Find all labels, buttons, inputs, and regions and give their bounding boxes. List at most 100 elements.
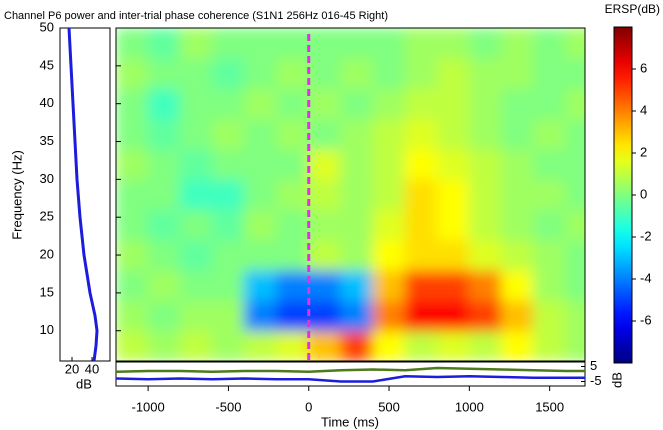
x-tick-label: 500 bbox=[378, 399, 400, 414]
heatmap-cell bbox=[340, 148, 374, 180]
heatmap-cell bbox=[436, 88, 470, 120]
heatmap-cell bbox=[436, 299, 470, 332]
timecourse-y-label: dB bbox=[609, 372, 624, 388]
heatmap-cell bbox=[500, 88, 535, 120]
heatmap-cell bbox=[468, 57, 502, 90]
heatmap-cell bbox=[276, 269, 310, 301]
heatmap-cell bbox=[565, 88, 585, 120]
heatmap-cell bbox=[179, 269, 213, 301]
heatmap-cell bbox=[404, 118, 438, 150]
heatmap-cell bbox=[179, 148, 213, 180]
heatmap-cell bbox=[340, 299, 374, 332]
heatmap-cell bbox=[533, 299, 567, 332]
heatmap-cell bbox=[276, 57, 310, 90]
heatmap-cell bbox=[436, 269, 470, 301]
heatmap-cell bbox=[468, 88, 502, 120]
heatmap-cell bbox=[533, 209, 567, 241]
heatmap-cell bbox=[211, 57, 245, 90]
heatmap-cell bbox=[308, 28, 342, 59]
heatmap-cell bbox=[565, 148, 585, 180]
heatmap-cell bbox=[116, 148, 149, 180]
heatmap-cell bbox=[147, 88, 181, 120]
heatmap-cell bbox=[243, 57, 278, 90]
heatmap bbox=[116, 28, 585, 361]
heatmap-cell bbox=[211, 209, 245, 241]
heatmap-cell bbox=[404, 239, 438, 271]
heatmap-cell bbox=[500, 239, 535, 271]
heatmap-cell bbox=[211, 269, 245, 301]
heatmap-cell bbox=[179, 88, 213, 120]
heatmap-cell bbox=[147, 118, 181, 150]
heatmap-cell bbox=[211, 330, 245, 361]
heatmap-cell bbox=[436, 148, 470, 180]
heatmap-cell bbox=[340, 209, 374, 241]
heatmap-cell bbox=[211, 28, 245, 59]
y-tick-label: 25 bbox=[40, 209, 54, 224]
heatmap-cell bbox=[243, 148, 278, 180]
heatmap-cell bbox=[500, 57, 535, 90]
y-tick-label: 15 bbox=[40, 284, 54, 299]
x-tick-label: 0 bbox=[305, 399, 312, 414]
baseline-x-tick-label: 20 bbox=[65, 361, 79, 376]
heatmap-cell bbox=[276, 88, 310, 120]
heatmap-cell bbox=[211, 239, 245, 271]
heatmap-cell bbox=[533, 178, 567, 211]
heatmap-cell bbox=[116, 28, 149, 59]
heatmap-cell bbox=[500, 148, 535, 180]
heatmap-cell bbox=[243, 118, 278, 150]
heatmap-cell bbox=[340, 118, 374, 150]
heatmap-cell bbox=[276, 28, 310, 59]
heatmap-cell bbox=[404, 88, 438, 120]
y-tick-label: 45 bbox=[40, 57, 54, 72]
heatmap-cell bbox=[404, 269, 438, 301]
heatmap-cell bbox=[500, 28, 535, 59]
heatmap-cell bbox=[243, 330, 278, 361]
colorbar-tick-label: -6 bbox=[640, 312, 652, 327]
heatmap-cell bbox=[468, 148, 502, 180]
heatmap-cell bbox=[436, 28, 470, 59]
heatmap-cell bbox=[243, 178, 278, 211]
heatmap-cell bbox=[147, 178, 181, 211]
heatmap-cell bbox=[468, 28, 502, 59]
x-axis-label: Time (ms) bbox=[321, 414, 379, 429]
colorbar-tick-label: 4 bbox=[640, 102, 647, 117]
heatmap-cell bbox=[116, 209, 149, 241]
y-tick-label: 10 bbox=[40, 322, 54, 337]
heatmap-cell bbox=[116, 57, 149, 90]
heatmap-cell bbox=[468, 209, 502, 241]
heatmap-cell bbox=[372, 299, 406, 332]
heatmap-cell bbox=[565, 269, 585, 301]
heatmap-cell bbox=[500, 299, 535, 332]
heatmap-cell bbox=[276, 330, 310, 361]
heatmap-cell bbox=[436, 330, 470, 361]
heatmap-cell bbox=[308, 299, 342, 332]
heatmap-cell bbox=[116, 118, 149, 150]
heatmap-cell bbox=[147, 269, 181, 301]
heatmap-cell bbox=[404, 178, 438, 211]
timecourse-line bbox=[115, 366, 585, 374]
heatmap-cell bbox=[179, 209, 213, 241]
heatmap-cell bbox=[565, 209, 585, 241]
heatmap-cell bbox=[211, 118, 245, 150]
heatmap-cell bbox=[147, 28, 181, 59]
colorbar-tick-label: 6 bbox=[640, 60, 647, 75]
heatmap-cell bbox=[372, 178, 406, 211]
colorbar-tick-label: -2 bbox=[640, 228, 652, 243]
heatmap-cell bbox=[565, 330, 585, 361]
heatmap-cells bbox=[116, 28, 585, 361]
x-tick-label: 1000 bbox=[455, 399, 484, 414]
heatmap-cell bbox=[404, 148, 438, 180]
timecourse-frame bbox=[115, 361, 586, 387]
heatmap-cell bbox=[565, 239, 585, 271]
heatmap-cell bbox=[116, 178, 149, 211]
heatmap-cell bbox=[404, 57, 438, 90]
heatmap-cell bbox=[308, 178, 342, 211]
heatmap-cell bbox=[308, 239, 342, 271]
timecourse-y-tick-label: -5 bbox=[590, 373, 602, 388]
heatmap-cell bbox=[436, 209, 470, 241]
y-tick-label: 30 bbox=[40, 171, 54, 186]
heatmap-cell bbox=[533, 269, 567, 301]
heatmap-cell bbox=[243, 299, 278, 332]
heatmap-cell bbox=[243, 209, 278, 241]
